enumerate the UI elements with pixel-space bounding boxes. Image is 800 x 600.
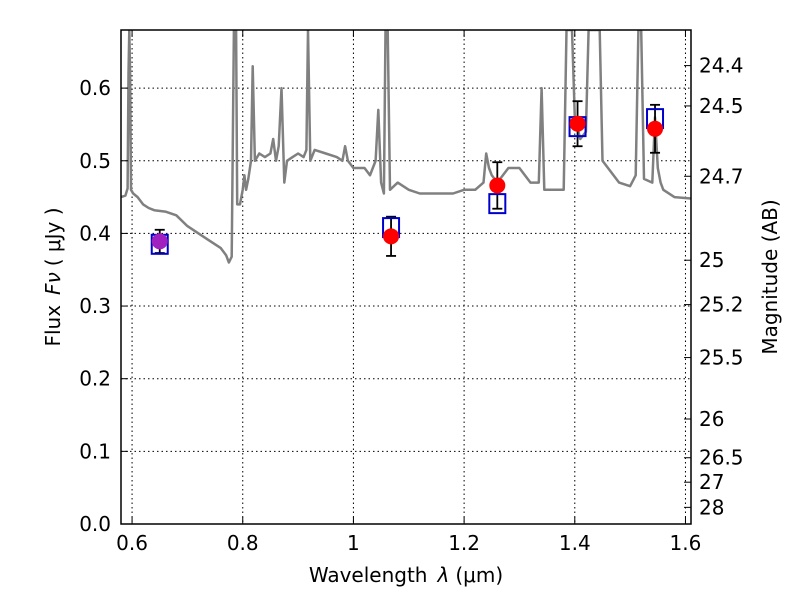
y-tick-label: 0.5 [79,149,111,173]
x-tick-label: 0.6 [116,531,148,555]
data-markers [150,100,665,257]
plot-frame [120,29,692,525]
observed-flux-point [647,120,664,137]
x-tick-label: 1.4 [559,531,591,555]
model-spectrum-line [121,30,691,264]
y2-tick-label: 26 [699,407,724,431]
y2-tick-label: 27 [699,470,724,494]
y-tick-label: 0.3 [79,294,111,318]
y2-axis-title: Magnitude (AB) [758,199,782,354]
y2-tick-label: 25.2 [699,293,744,317]
x-tick-label: 1.2 [448,531,480,555]
x-tick-label: 1.6 [670,531,702,555]
y2-tick-label: 25.5 [699,346,744,370]
y-axis-title: FluxFν( μJy ) [41,207,65,346]
y2-tick-label: 24.5 [699,94,744,118]
y-axis-ticks: 0.0 0.1 0.2 0.3 0.4 0.5 0.6 [79,76,128,536]
x-axis-title: Wavelength λ (μm) [309,563,503,587]
y2-tick-label: 24.7 [699,164,744,188]
y2-tick-label: 25 [699,248,724,272]
observed-flux-point [151,233,168,250]
observed-flux-point [569,115,586,132]
x-axis-ticks: 0.6 0.8 1 1.2 1.4 1.6 [116,30,701,555]
y2-tick-label: 26.5 [699,446,744,470]
x-tick-label: 0.8 [227,531,259,555]
y2-tick-label: 28 [699,495,724,519]
observed-flux-point [489,177,506,194]
y-tick-label: 0.2 [79,367,111,391]
y-tick-label: 0.0 [79,512,111,536]
y2-tick-label: 24.4 [699,54,744,78]
y-tick-label: 0.1 [79,439,111,463]
observed-flux-point [383,228,400,245]
grid-lines [121,30,691,524]
y-tick-label: 0.6 [79,76,111,100]
x-tick-label: 1 [347,531,360,555]
y-tick-label: 0.4 [79,221,111,245]
model-photometry-square [488,193,507,215]
